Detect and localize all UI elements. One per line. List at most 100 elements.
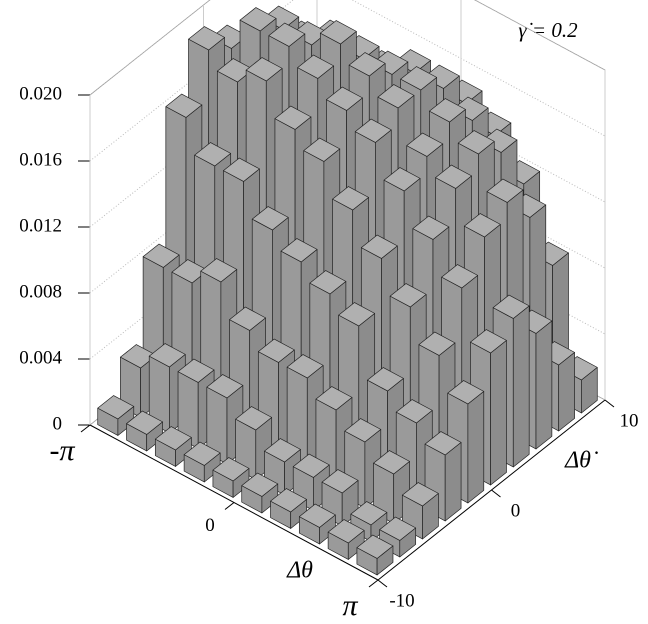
bar-top: [212, 457, 250, 482]
bar: [212, 457, 250, 498]
bar-top: [239, 7, 277, 32]
bar-top: [245, 57, 283, 82]
bar-top: [257, 338, 295, 363]
x-axis: [89, 424, 379, 581]
x-tick: [368, 579, 379, 588]
bar-top: [470, 329, 507, 354]
bar-top: [286, 354, 324, 379]
y-axis-label: Δθ̇: [564, 448, 598, 474]
bar-top: [297, 54, 335, 79]
bar-top: [354, 118, 392, 143]
bar-top: [229, 306, 266, 331]
bar-top: [148, 343, 186, 368]
x-axis-label: Δθ: [286, 558, 313, 584]
bar: [356, 534, 394, 576]
bar-top: [463, 213, 501, 238]
x-tick-label: -π: [49, 434, 75, 467]
bar-top: [447, 380, 485, 405]
bar-face: [444, 442, 462, 522]
bar: [241, 472, 279, 514]
bar: [401, 482, 439, 540]
y-axis: [377, 399, 606, 581]
y-tick: [377, 579, 388, 588]
bar-top: [142, 243, 180, 268]
z-tick-label: 0: [53, 413, 63, 434]
bar-top: [223, 157, 260, 182]
grid-line: [89, 0, 606, 162]
bar-top: [338, 302, 376, 327]
bar-top: [429, 98, 466, 123]
bar-top: [400, 66, 438, 91]
bar-face: [558, 352, 575, 432]
bar-top: [268, 22, 306, 47]
bar-top: [154, 426, 192, 451]
bar: [97, 395, 135, 436]
bar-top: [280, 238, 318, 263]
x-tick: [80, 424, 91, 433]
bar-top: [379, 516, 417, 541]
bar-top: [377, 84, 415, 109]
bar-top: [327, 519, 365, 544]
bar-top: [441, 264, 479, 289]
bar-top: [457, 130, 495, 155]
bar-top: [298, 503, 336, 528]
bar-top: [356, 534, 394, 559]
z-tick-label: 0.008: [19, 281, 62, 302]
bar-top: [412, 215, 450, 240]
bar: [270, 488, 307, 529]
bar-top: [303, 137, 341, 162]
z-tick-label: 0.012: [19, 215, 62, 236]
bar-top: [194, 142, 232, 167]
bar-top: [241, 472, 279, 497]
bar-top: [319, 20, 357, 45]
bar-top: [486, 178, 524, 203]
bar-top: [183, 441, 221, 466]
bar: [292, 453, 330, 511]
bar-top: [274, 105, 312, 130]
annotation: γ̇ = 0.2: [518, 18, 578, 42]
bar-top: [97, 395, 135, 420]
bar-top: [264, 438, 301, 463]
x-tick-label: 0: [205, 515, 215, 536]
bar-top: [270, 488, 307, 513]
bar-top: [418, 331, 456, 356]
y-tick-label: 0: [511, 500, 521, 521]
bar-top: [367, 367, 404, 392]
y-tick: [491, 489, 501, 498]
bar-top: [348, 52, 386, 77]
bar-top: [321, 469, 359, 494]
bar-top: [350, 501, 388, 526]
bar-top: [383, 167, 421, 192]
z-tick-label: 0.016: [19, 149, 62, 170]
bar: [206, 374, 244, 465]
bar-top: [309, 270, 347, 295]
bar-top: [389, 283, 427, 308]
bar-top: [492, 294, 530, 319]
bar-top: [326, 86, 363, 111]
y-tick-label: 10: [620, 410, 639, 431]
bar-top: [165, 93, 203, 118]
grid-line: [89, 0, 606, 96]
bar-face: [490, 340, 507, 486]
bar: [379, 516, 417, 558]
bar-top: [177, 358, 215, 383]
bar-top: [332, 186, 369, 211]
bar-top: [200, 258, 238, 283]
bar-top: [188, 26, 225, 51]
bar: [148, 343, 186, 434]
bar-face: [512, 305, 530, 468]
bar-top: [235, 406, 273, 431]
y-tick: [604, 399, 615, 408]
bar-face: [467, 391, 485, 504]
bar-top: [360, 234, 398, 259]
bar: [327, 519, 365, 560]
bar-top: [344, 418, 382, 443]
bar-top: [292, 453, 330, 478]
bar-top: [126, 410, 163, 435]
bar-top: [315, 386, 353, 411]
bar-top: [251, 206, 289, 231]
z-tick-label: 0.004: [19, 347, 62, 368]
bar-face: [535, 320, 553, 450]
x-tick-label: π: [342, 589, 358, 622]
